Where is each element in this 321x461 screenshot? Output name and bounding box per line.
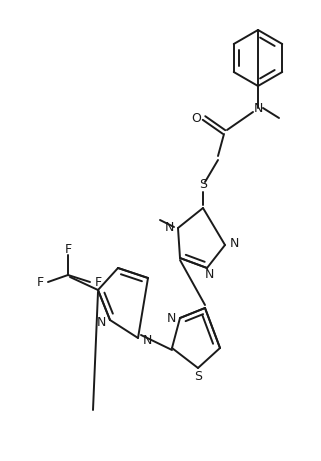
Text: N: N	[166, 312, 176, 325]
Text: S: S	[199, 178, 207, 191]
Text: O: O	[191, 112, 201, 125]
Text: N: N	[253, 101, 263, 114]
Text: N: N	[204, 267, 214, 280]
Text: N: N	[229, 237, 239, 250]
Text: S: S	[194, 370, 202, 383]
Text: N: N	[142, 333, 152, 347]
Text: N: N	[96, 315, 106, 329]
Text: F: F	[94, 276, 101, 289]
Text: N: N	[164, 221, 174, 235]
Text: F: F	[65, 243, 72, 256]
Text: F: F	[37, 276, 44, 289]
